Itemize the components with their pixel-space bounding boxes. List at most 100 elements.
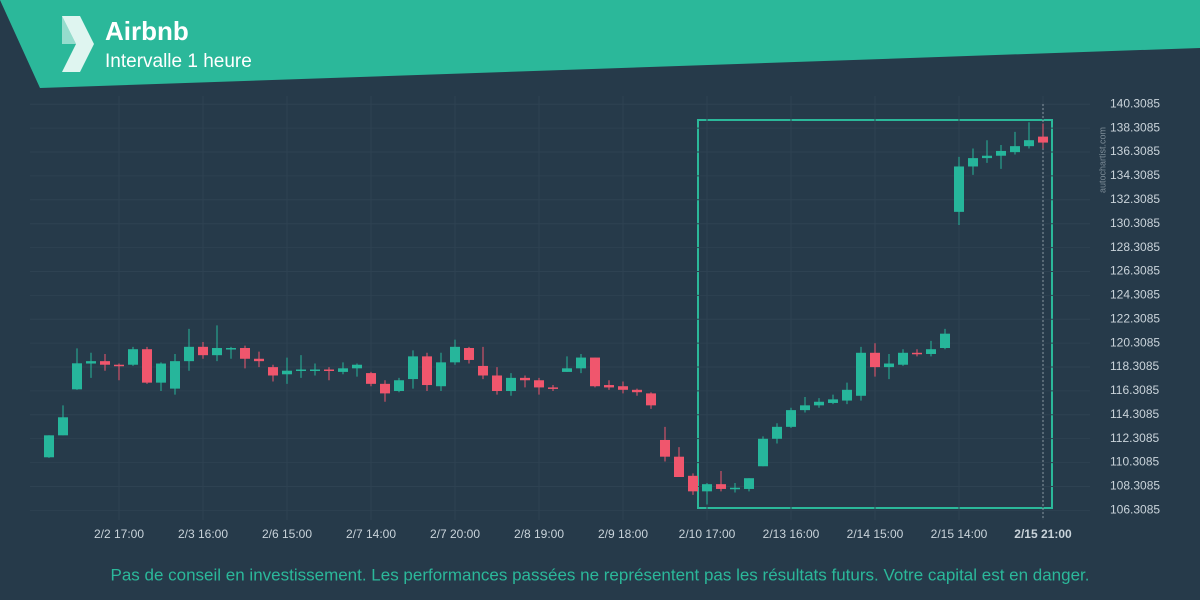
candle-body (464, 348, 474, 360)
candle-body (730, 487, 740, 490)
candle-body (380, 383, 390, 394)
candle-body (282, 370, 292, 375)
candle-body (324, 369, 334, 372)
candle-body (114, 364, 124, 367)
y-tick-label: 112.3085 (1110, 431, 1159, 445)
x-tick-label: 2/2 17:00 (94, 527, 144, 541)
candle-body (786, 410, 796, 427)
candle-body (408, 356, 418, 380)
candle-body (128, 349, 138, 365)
candle-body (254, 358, 264, 362)
candle-body (422, 356, 432, 386)
x-tick-label: 2/14 15:00 (847, 527, 904, 541)
candle-body (660, 439, 670, 457)
y-tick-label: 116.3085 (1110, 383, 1159, 397)
candle-body (982, 155, 992, 159)
candle-body (688, 475, 698, 492)
x-tick-label: 2/6 15:00 (262, 527, 312, 541)
candle-body (338, 368, 348, 372)
candle-body (198, 346, 208, 356)
candle-body (618, 386, 628, 390)
candle-body (506, 377, 516, 392)
candle-body (478, 365, 488, 376)
y-tick-label: 132.3085 (1110, 192, 1160, 206)
candle-body (828, 399, 838, 403)
candle-body (814, 401, 824, 406)
y-tick-label: 134.3085 (1110, 168, 1160, 182)
x-tick-label: 2/15 21:00 (1014, 527, 1072, 541)
candle-body (674, 456, 684, 478)
candle-body (912, 352, 922, 355)
y-tick-label: 108.3085 (1110, 479, 1160, 493)
y-tick-label: 114.3085 (1110, 407, 1159, 421)
watermark: autochartist.com (1097, 127, 1107, 193)
x-tick-label: 2/10 17:00 (679, 527, 736, 541)
candle-body (842, 389, 852, 401)
candle-body (800, 405, 810, 411)
candle-body (716, 484, 726, 489)
y-tick-label: 118.3085 (1110, 359, 1159, 373)
candle-body (310, 369, 320, 372)
x-tick-label: 2/7 14:00 (346, 527, 396, 541)
candle-body (100, 361, 110, 365)
y-tick-label: 120.3085 (1110, 335, 1160, 349)
candle-body (170, 361, 180, 389)
x-tick-label: 2/15 14:00 (931, 527, 988, 541)
candle-body (576, 357, 586, 369)
chart-title: Airbnb (105, 16, 189, 46)
candle-body (968, 158, 978, 167)
y-tick-label: 110.3085 (1110, 455, 1159, 469)
candle-body (1024, 140, 1034, 147)
logo (62, 16, 94, 72)
y-tick-label: 136.3085 (1110, 144, 1160, 158)
candle-body (86, 361, 96, 364)
header-banner (0, 0, 1200, 88)
candle-body (772, 426, 782, 439)
candle-body (156, 363, 166, 383)
candle-body (142, 349, 152, 383)
candle-body (758, 438, 768, 467)
y-tick-label: 128.3085 (1110, 240, 1160, 254)
candle-body (394, 380, 404, 392)
candle-body (898, 352, 908, 365)
candle-body (702, 484, 712, 492)
candle-body (548, 387, 558, 389)
candle-body (940, 333, 950, 349)
candle-body (870, 352, 880, 368)
candle-body (1038, 136, 1048, 143)
candle-body (450, 346, 460, 363)
candle-body (632, 389, 642, 393)
candle-body (436, 362, 446, 387)
x-tick-label: 2/13 16:00 (763, 527, 820, 541)
candle-body (744, 478, 754, 489)
x-tick-label: 2/7 20:00 (430, 527, 480, 541)
candle-body (44, 435, 54, 458)
candle-body (212, 348, 222, 356)
candle-body (296, 369, 306, 372)
candle-body (926, 349, 936, 354)
y-tick-label: 140.3085 (1110, 96, 1160, 110)
candle-body (604, 385, 614, 388)
candle-body (996, 150, 1006, 156)
candle-body (646, 393, 656, 406)
candle-body (72, 363, 82, 390)
candle-body (590, 357, 600, 387)
candle-body (268, 367, 278, 376)
x-tick-label: 2/8 19:00 (514, 527, 564, 541)
x-tick-label: 2/9 18:00 (598, 527, 648, 541)
candle-body (534, 380, 544, 388)
candle-body (492, 375, 502, 392)
candle-body (562, 368, 572, 372)
candle-body (58, 417, 68, 436)
candle-body (884, 363, 894, 368)
candle-body (1010, 146, 1020, 153)
y-tick-label: 106.3085 (1110, 503, 1160, 517)
y-tick-label: 126.3085 (1110, 264, 1160, 278)
chart-subtitle: Intervalle 1 heure (105, 51, 252, 72)
candle-body (240, 348, 250, 359)
y-tick-label: 122.3085 (1110, 311, 1160, 325)
y-tick-label: 130.3085 (1110, 216, 1160, 230)
candle-body (184, 346, 194, 362)
candle-body (856, 352, 866, 396)
